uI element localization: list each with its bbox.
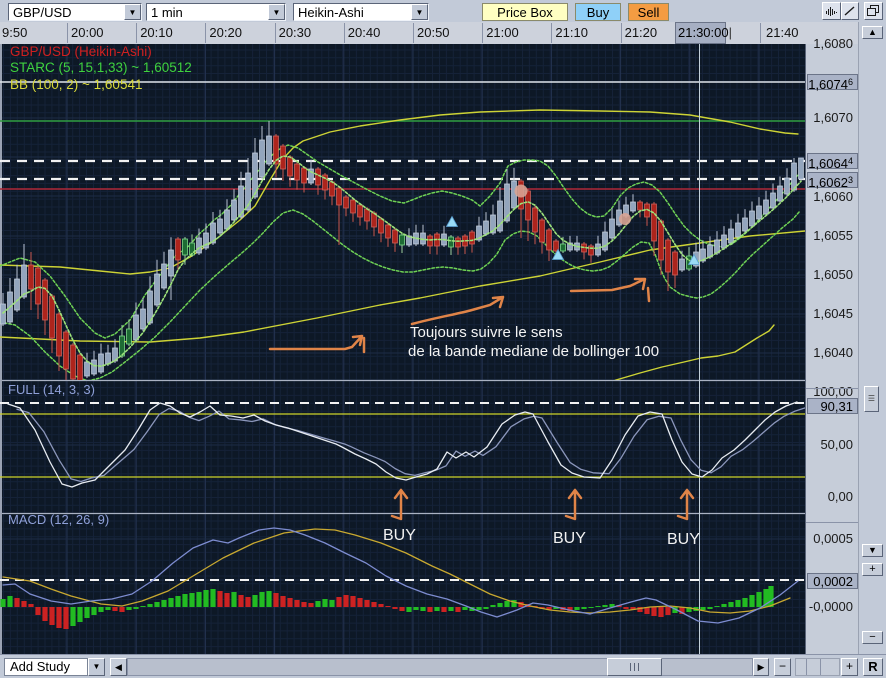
svg-text:de la bande mediane de bolling: de la bande mediane de bollinger 100 <box>408 343 659 360</box>
svg-text:BUY: BUY <box>553 530 586 547</box>
svg-text:BB (100, 2) ~ 1,60541: BB (100, 2) ~ 1,60541 <box>10 77 142 92</box>
svg-text:MACD (12, 26, 9): MACD (12, 26, 9) <box>8 512 109 527</box>
svg-text:BUY: BUY <box>383 527 416 544</box>
svg-text:Toujours suivre le sens: Toujours suivre le sens <box>410 324 563 341</box>
svg-text:GBP/USD (Heikin-Ashi): GBP/USD (Heikin-Ashi) <box>10 44 152 59</box>
svg-text:BUY: BUY <box>667 531 700 548</box>
svg-text:FULL (14, 3, 3): FULL (14, 3, 3) <box>8 382 95 397</box>
svg-text:STARC (5, 15,1,33) ~ 1,60512: STARC (5, 15,1,33) ~ 1,60512 <box>10 60 192 75</box>
